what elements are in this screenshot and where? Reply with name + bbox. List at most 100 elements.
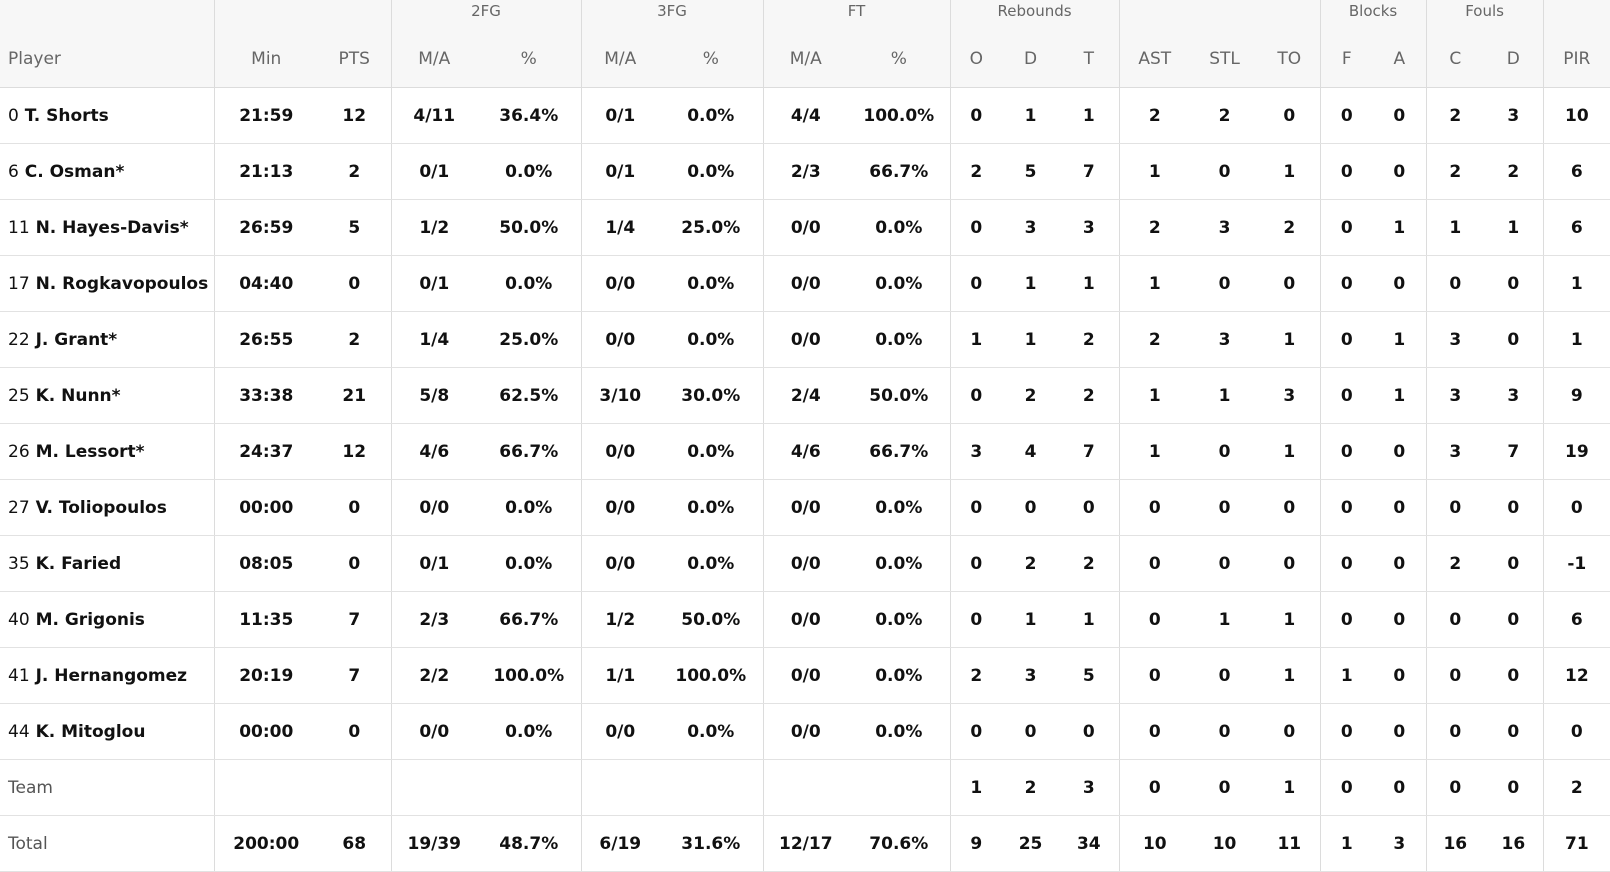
- cell-ft-ma: 4/4: [762, 87, 849, 144]
- cell-2fg-ma: 5/8: [390, 367, 477, 424]
- cell-ast: 1: [1118, 255, 1191, 312]
- col-header-reb-d[interactable]: D: [1002, 31, 1060, 88]
- cell-2fg-ma: [390, 759, 477, 816]
- cell-3fg-ma: 0/0: [580, 479, 660, 536]
- cell-player[interactable]: 35 K. Faried: [0, 535, 214, 592]
- player-number: 11: [8, 217, 30, 238]
- cell-ft-ma: 0/0: [762, 199, 849, 256]
- player-name[interactable]: K. Nunn*: [35, 385, 121, 406]
- cell-min: 21:59: [213, 87, 318, 144]
- col-header-player[interactable]: Player: [0, 31, 214, 88]
- cell-2fg-ma: 0/1: [390, 143, 477, 200]
- cell-foul-c: 0: [1425, 759, 1485, 816]
- cell-2fg-pct: 36.4%: [477, 87, 582, 144]
- cell-blk-f: 0: [1319, 535, 1374, 592]
- col-header-pts[interactable]: PTS: [318, 31, 391, 88]
- cell-player[interactable]: 6 C. Osman*: [0, 143, 214, 200]
- col-header-foul-d[interactable]: D: [1484, 31, 1544, 88]
- group-header-ft: FT: [762, 0, 951, 31]
- cell-reb-d: 5: [1002, 143, 1060, 200]
- cell-player[interactable]: 11 N. Hayes-Davis*: [0, 199, 214, 256]
- cell-player[interactable]: 44 K. Mitoglou: [0, 703, 214, 760]
- group-header-row: 2FG 3FG FT Rebounds Blocks Fouls: [0, 0, 1610, 31]
- col-header-ft-ma[interactable]: M/A: [762, 31, 849, 88]
- cell-3fg-ma: 0/1: [580, 87, 660, 144]
- cell-pts: 2: [318, 311, 391, 368]
- cell-to: 1: [1259, 591, 1321, 648]
- col-header-blk-a[interactable]: A: [1373, 31, 1427, 88]
- player-name[interactable]: T. Shorts: [24, 105, 109, 126]
- player-name[interactable]: M. Lessort*: [35, 441, 145, 462]
- player-name[interactable]: N. Hayes-Davis*: [35, 217, 189, 238]
- player-name[interactable]: J. Hernangomez: [35, 665, 188, 686]
- player-name[interactable]: J. Grant*: [35, 329, 118, 350]
- cell-player[interactable]: 25 K. Nunn*: [0, 367, 214, 424]
- cell-player[interactable]: 40 M. Grigonis: [0, 591, 214, 648]
- cell-reb-o: 2: [949, 143, 1003, 200]
- cell-foul-d: 0: [1484, 255, 1544, 312]
- player-name[interactable]: K. Mitoglou: [35, 721, 146, 742]
- player-name[interactable]: K. Faried: [35, 553, 122, 574]
- cell-reb-t: 3: [1059, 759, 1120, 816]
- cell-to: 11: [1259, 815, 1321, 872]
- cell-stl: 1: [1190, 591, 1260, 648]
- cell-player[interactable]: 0 T. Shorts: [0, 87, 214, 144]
- player-number: 44: [8, 721, 30, 742]
- cell-blk-f: 0: [1319, 87, 1374, 144]
- cell-player[interactable]: 27 V. Toliopoulos: [0, 479, 214, 536]
- cell-player[interactable]: 17 N. Rogkavopoulos: [0, 255, 214, 312]
- col-header-foul-c[interactable]: C: [1425, 31, 1485, 88]
- cell-3fg-pct: 0.0%: [659, 423, 764, 480]
- cell-player: Total: [0, 815, 214, 872]
- col-header-blk-f[interactable]: F: [1319, 31, 1374, 88]
- col-header-3fg-ma[interactable]: M/A: [580, 31, 660, 88]
- col-header-to[interactable]: TO: [1259, 31, 1321, 88]
- player-name[interactable]: M. Grigonis: [35, 609, 145, 630]
- cell-blk-a: 0: [1373, 255, 1427, 312]
- col-header-pir[interactable]: PIR: [1542, 31, 1610, 88]
- player-name[interactable]: V. Toliopoulos: [35, 497, 167, 518]
- cell-ft-pct: [848, 759, 951, 816]
- cell-2fg-ma: 0/0: [390, 479, 477, 536]
- col-header-2fg-pct[interactable]: %: [477, 31, 582, 88]
- cell-min: 33:38: [213, 367, 318, 424]
- group-header-empty: [0, 0, 214, 31]
- col-header-min[interactable]: Min: [213, 31, 318, 88]
- group-header-empty: [213, 0, 391, 31]
- cell-min: 00:00: [213, 703, 318, 760]
- col-header-ft-pct[interactable]: %: [848, 31, 951, 88]
- col-header-reb-t[interactable]: T: [1059, 31, 1120, 88]
- cell-blk-f: 0: [1319, 255, 1374, 312]
- player-row: 17 N. Rogkavopoulos 04:40 0 0/1 0.0% 0/0 0.0% 0…: [0, 255, 1610, 312]
- cell-player[interactable]: 41 J. Hernangomez: [0, 647, 214, 704]
- cell-2fg-pct: 0.0%: [477, 255, 582, 312]
- col-header-stl[interactable]: STL: [1190, 31, 1260, 88]
- cell-stl: 0: [1190, 423, 1260, 480]
- cell-reb-d: 1: [1002, 311, 1060, 368]
- cell-ft-pct: 50.0%: [848, 367, 951, 424]
- player-name[interactable]: C. Osman*: [24, 161, 125, 182]
- cell-3fg-pct: 50.0%: [659, 591, 764, 648]
- cell-blk-a: 0: [1373, 423, 1427, 480]
- cell-foul-d: 3: [1484, 367, 1544, 424]
- cell-3fg-ma: 6/19: [580, 815, 660, 872]
- group-header-blocks: Blocks: [1319, 0, 1427, 31]
- cell-3fg-pct: 0.0%: [659, 703, 764, 760]
- col-header-ast[interactable]: AST: [1118, 31, 1191, 88]
- player-name[interactable]: N. Rogkavopoulos: [35, 273, 209, 294]
- col-header-3fg-pct[interactable]: %: [659, 31, 764, 88]
- cell-ft-ma: 0/0: [762, 535, 849, 592]
- cell-2fg-pct: 48.7%: [477, 815, 582, 872]
- cell-min: [213, 759, 318, 816]
- col-header-2fg-ma[interactable]: M/A: [390, 31, 477, 88]
- cell-player[interactable]: 22 J. Grant*: [0, 311, 214, 368]
- group-header-empty: [1542, 0, 1610, 31]
- col-header-reb-o[interactable]: O: [949, 31, 1003, 88]
- cell-3fg-ma: 1/2: [580, 591, 660, 648]
- cell-ft-pct: 0.0%: [848, 479, 951, 536]
- player-row: 22 J. Grant* 26:55 2 1/4 25.0% 0/0 0.0% 0/0 0.0%…: [0, 311, 1610, 368]
- cell-ast: 2: [1118, 199, 1191, 256]
- cell-player[interactable]: 26 M. Lessort*: [0, 423, 214, 480]
- cell-reb-o: 0: [949, 535, 1003, 592]
- player-number: 35: [8, 553, 30, 574]
